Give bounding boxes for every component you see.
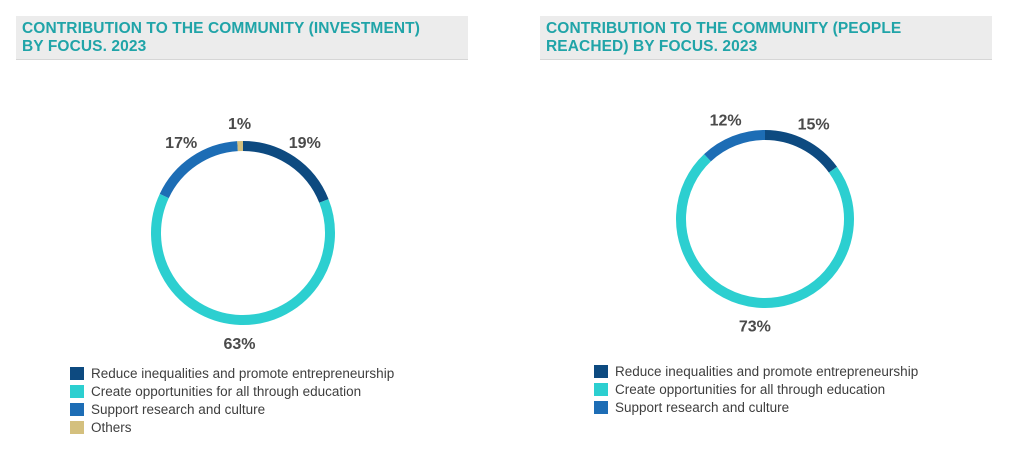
legend-item: Reduce inequalities and promote entrepre…	[594, 362, 918, 380]
chart-legend: Reduce inequalities and promote entrepre…	[594, 362, 918, 416]
data-label: 73%	[739, 319, 771, 336]
chart-title: CONTRIBUTION TO THE COMMUNITY (INVESTMEN…	[22, 20, 421, 55]
chart-panel-investment: CONTRIBUTION TO THE COMMUNITY (INVESTMEN…	[16, 0, 476, 449]
legend-label: Support research and culture	[91, 401, 266, 417]
donut-segment	[676, 154, 854, 308]
legend-label: Create opportunities for all through edu…	[615, 381, 886, 397]
data-label: 63%	[223, 336, 255, 353]
legend-label: Support research and culture	[615, 399, 790, 415]
chart-panel-people-reached: CONTRIBUTION TO THE COMMUNITY (PEOPLE RE…	[540, 0, 1000, 449]
donut-segment	[159, 141, 238, 199]
donut-chart-people-reached: 15% 73% 12%	[676, 113, 854, 336]
data-label: 12%	[710, 113, 742, 130]
legend-item: Support research and culture	[594, 398, 918, 416]
legend-label: Others	[91, 419, 132, 435]
chart-title-box: CONTRIBUTION TO THE COMMUNITY (PEOPLE RE…	[540, 16, 992, 60]
data-label: 15%	[798, 117, 830, 134]
donut-segment	[704, 130, 766, 162]
legend-item: Create opportunities for all through edu…	[70, 382, 394, 400]
legend-label: Reduce inequalities and promote entrepre…	[91, 365, 395, 381]
legend-item: Create opportunities for all through edu…	[594, 380, 918, 398]
data-label: 17%	[165, 135, 197, 152]
chart-title-box: CONTRIBUTION TO THE COMMUNITY (INVESTMEN…	[16, 16, 468, 60]
donut-segment	[242, 141, 329, 203]
legend-swatch	[70, 402, 84, 416]
legend-label: Reduce inequalities and promote entrepre…	[615, 363, 919, 379]
donut-segment	[151, 193, 335, 325]
legend-swatch	[70, 366, 84, 380]
legend-item: Support research and culture	[70, 400, 394, 418]
legend-label: Create opportunities for all through edu…	[91, 383, 362, 399]
chart-title: CONTRIBUTION TO THE COMMUNITY (PEOPLE RE…	[546, 20, 902, 55]
legend-item: Reduce inequalities and promote entrepre…	[70, 364, 394, 382]
data-label: 19%	[289, 135, 321, 152]
legend-swatch	[70, 384, 84, 398]
donut-segment	[764, 130, 838, 173]
legend-item: Others	[70, 418, 394, 436]
data-label: 1%	[228, 116, 251, 133]
legend-swatch	[70, 420, 84, 434]
legend-swatch	[594, 382, 608, 396]
legend-swatch	[594, 400, 608, 414]
donut-chart-investment: 19% 63% 17% 1%	[151, 116, 335, 353]
legend-swatch	[594, 364, 608, 378]
chart-legend: Reduce inequalities and promote entrepre…	[70, 364, 394, 436]
